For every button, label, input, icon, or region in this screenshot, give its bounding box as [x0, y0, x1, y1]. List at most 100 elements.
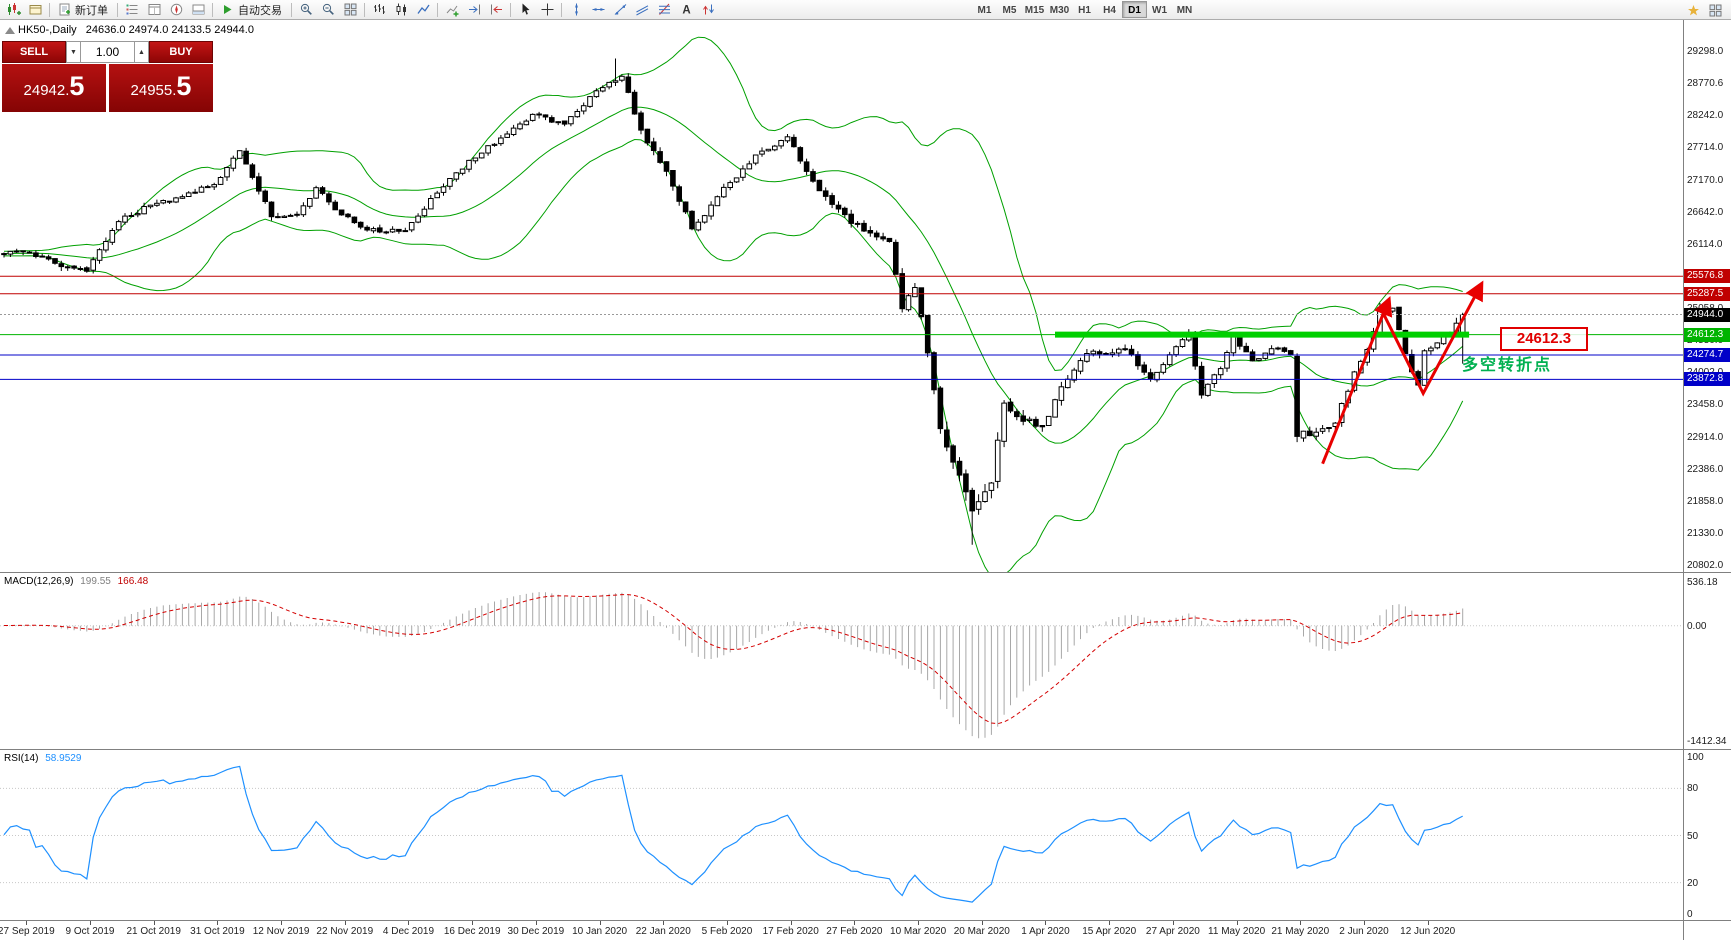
arrows-icon[interactable] — [697, 1, 719, 19]
toolbar-separator — [437, 2, 438, 17]
volume-decrease-button[interactable]: ▼ — [66, 41, 81, 63]
sell-price-big-digit: 5 — [69, 71, 85, 101]
line-chart-icon[interactable] — [412, 1, 434, 19]
price-line-label[interactable]: 25576.8 — [1684, 269, 1730, 284]
sell-button[interactable]: SELL — [2, 41, 66, 63]
window-list-icon[interactable] — [1704, 1, 1726, 19]
resistance-price-note[interactable]: 24612.3 — [1500, 327, 1588, 351]
trendline-icon-glyph — [613, 2, 628, 17]
crosshair-icon[interactable] — [536, 1, 558, 19]
chart-shift-icon[interactable] — [485, 1, 507, 19]
zoom-in-icon[interactable] — [295, 1, 317, 19]
volume-input[interactable] — [81, 41, 134, 63]
market-watch-icon[interactable] — [121, 1, 143, 19]
new-order-glyph — [57, 2, 72, 17]
vertical-line-icon[interactable] — [565, 1, 587, 19]
new-chart-icon[interactable] — [2, 1, 24, 19]
price-axis-label: 23458.0 — [1687, 399, 1724, 411]
cursor-icon[interactable] — [514, 1, 536, 19]
date-tick — [854, 921, 856, 925]
profiles-icon[interactable] — [24, 1, 46, 19]
date-axis-label: 27 Apr 2020 — [1145, 926, 1200, 937]
sell-price-button[interactable]: 24942. 5 — [2, 64, 106, 112]
price-line-label[interactable]: 24274.7 — [1684, 348, 1730, 363]
text-label-icon[interactable]: A — [675, 1, 697, 19]
date-axis-label: 22 Jan 2020 — [635, 926, 691, 937]
trendline-icon[interactable] — [609, 1, 631, 19]
price-axis-label: 27170.0 — [1687, 174, 1724, 186]
data-window-icon-glyph — [147, 2, 162, 17]
favorites-icon-glyph — [1686, 3, 1701, 18]
bar-chart-icon[interactable] — [368, 1, 390, 19]
date-tick — [1236, 921, 1238, 925]
date-tick — [1363, 921, 1365, 925]
favorites-icon[interactable] — [1682, 1, 1704, 19]
toolbar-separator — [291, 2, 292, 17]
navigator-icon[interactable] — [165, 1, 187, 19]
timeframe-m30-button[interactable]: M30 — [1049, 5, 1070, 16]
date-tick — [790, 921, 792, 925]
autotrading-button-label: 自动交易 — [238, 4, 282, 17]
cursor-icon-glyph — [518, 2, 533, 17]
autotrading-button[interactable]: 自动交易 — [216, 1, 288, 19]
timeframe-m15-button[interactable]: M15 — [1024, 5, 1045, 16]
bid-price-label[interactable]: 24944.0 — [1684, 307, 1730, 322]
date-axis-label: 17 Feb 2020 — [762, 926, 819, 937]
candlestick-chart-icon-glyph — [394, 2, 409, 17]
date-tick — [217, 921, 219, 925]
timeframe-h1-button[interactable]: H1 — [1078, 5, 1091, 16]
data-window-icon[interactable] — [143, 1, 165, 19]
timeframe-m1-button[interactable]: M1 — [977, 5, 992, 16]
zoom-out-icon[interactable] — [317, 1, 339, 19]
timeframe-d1-button[interactable]: D1 — [1122, 1, 1147, 18]
price-line-label[interactable]: 24612.3 — [1684, 327, 1730, 342]
timeframe-h4-button[interactable]: H4 — [1103, 5, 1116, 16]
toolbar-separator — [117, 2, 118, 17]
price-line-label[interactable]: 25287.5 — [1684, 286, 1730, 301]
market-watch-icon-glyph — [125, 2, 140, 17]
window-list-icon-glyph — [1708, 3, 1723, 18]
terminal-icon[interactable] — [187, 1, 209, 19]
crosshair-icon-glyph — [540, 2, 555, 17]
one-click-toggle-icon[interactable] — [5, 27, 15, 34]
rsi-indicator-pane — [0, 765, 1683, 903]
date-tick — [599, 921, 601, 925]
rsi-axis-label: 50 — [1687, 830, 1699, 842]
timeframe-m5-button[interactable]: M5 — [1002, 5, 1017, 16]
buy-button[interactable]: BUY — [149, 41, 213, 63]
macd-signal-value: 166.48 — [117, 576, 149, 587]
pivot-point-note[interactable]: 多空转折点 — [1462, 357, 1553, 374]
toolbar-right-icons — [1682, 1, 1726, 19]
volume-increase-button[interactable]: ▲ — [134, 41, 149, 63]
tile-windows-icon[interactable] — [339, 1, 361, 19]
macd-axis-label: 0.00 — [1687, 620, 1707, 632]
text-label-icon-glyph: A — [679, 2, 694, 17]
one-click-trading-panel: SELL ▼ ▲ BUY 24942. 5 24955. 5 — [2, 41, 213, 112]
price-line-label[interactable]: 23872.8 — [1684, 372, 1730, 387]
timeframe-w1-button[interactable]: W1 — [1152, 5, 1167, 16]
equidistant-channel-icon[interactable] — [631, 1, 653, 19]
add-indicator-icon[interactable] — [441, 1, 463, 19]
date-axis[interactable]: 27 Sep 2019 9 Oct 2019 21 Oct 2019 31 Oct 2… — [0, 921, 1683, 940]
date-tick — [535, 921, 537, 925]
horizontal-line-icon[interactable] — [587, 1, 609, 19]
date-tick — [472, 921, 474, 925]
new-order-button[interactable]: 新订单 — [53, 1, 114, 19]
timeframe-mn-button[interactable]: MN — [1176, 5, 1193, 16]
new-order-button-label: 新订单 — [75, 4, 108, 17]
date-tick — [281, 921, 283, 925]
date-tick — [408, 921, 410, 925]
buy-price-main: 24955. — [130, 82, 177, 99]
auto-scroll-icon[interactable] — [463, 1, 485, 19]
toolbar-separator — [510, 2, 511, 17]
buy-price-button[interactable]: 24955. 5 — [109, 64, 213, 112]
pane-separator[interactable] — [0, 572, 1731, 573]
fibonacci-icon[interactable] — [653, 1, 675, 19]
price-axis-label: 21330.0 — [1687, 528, 1724, 540]
price-axis[interactable]: 29298.0 28770.6 28242.0 27714.0 27170.0 26642… — [1683, 20, 1731, 940]
date-axis-label: 30 Dec 2019 — [507, 926, 565, 937]
candlestick-chart-icon[interactable] — [390, 1, 412, 19]
date-axis-label: 12 Jun 2020 — [1400, 926, 1456, 937]
pane-separator[interactable] — [0, 749, 1731, 750]
chart-canvas[interactable] — [0, 0, 1683, 940]
